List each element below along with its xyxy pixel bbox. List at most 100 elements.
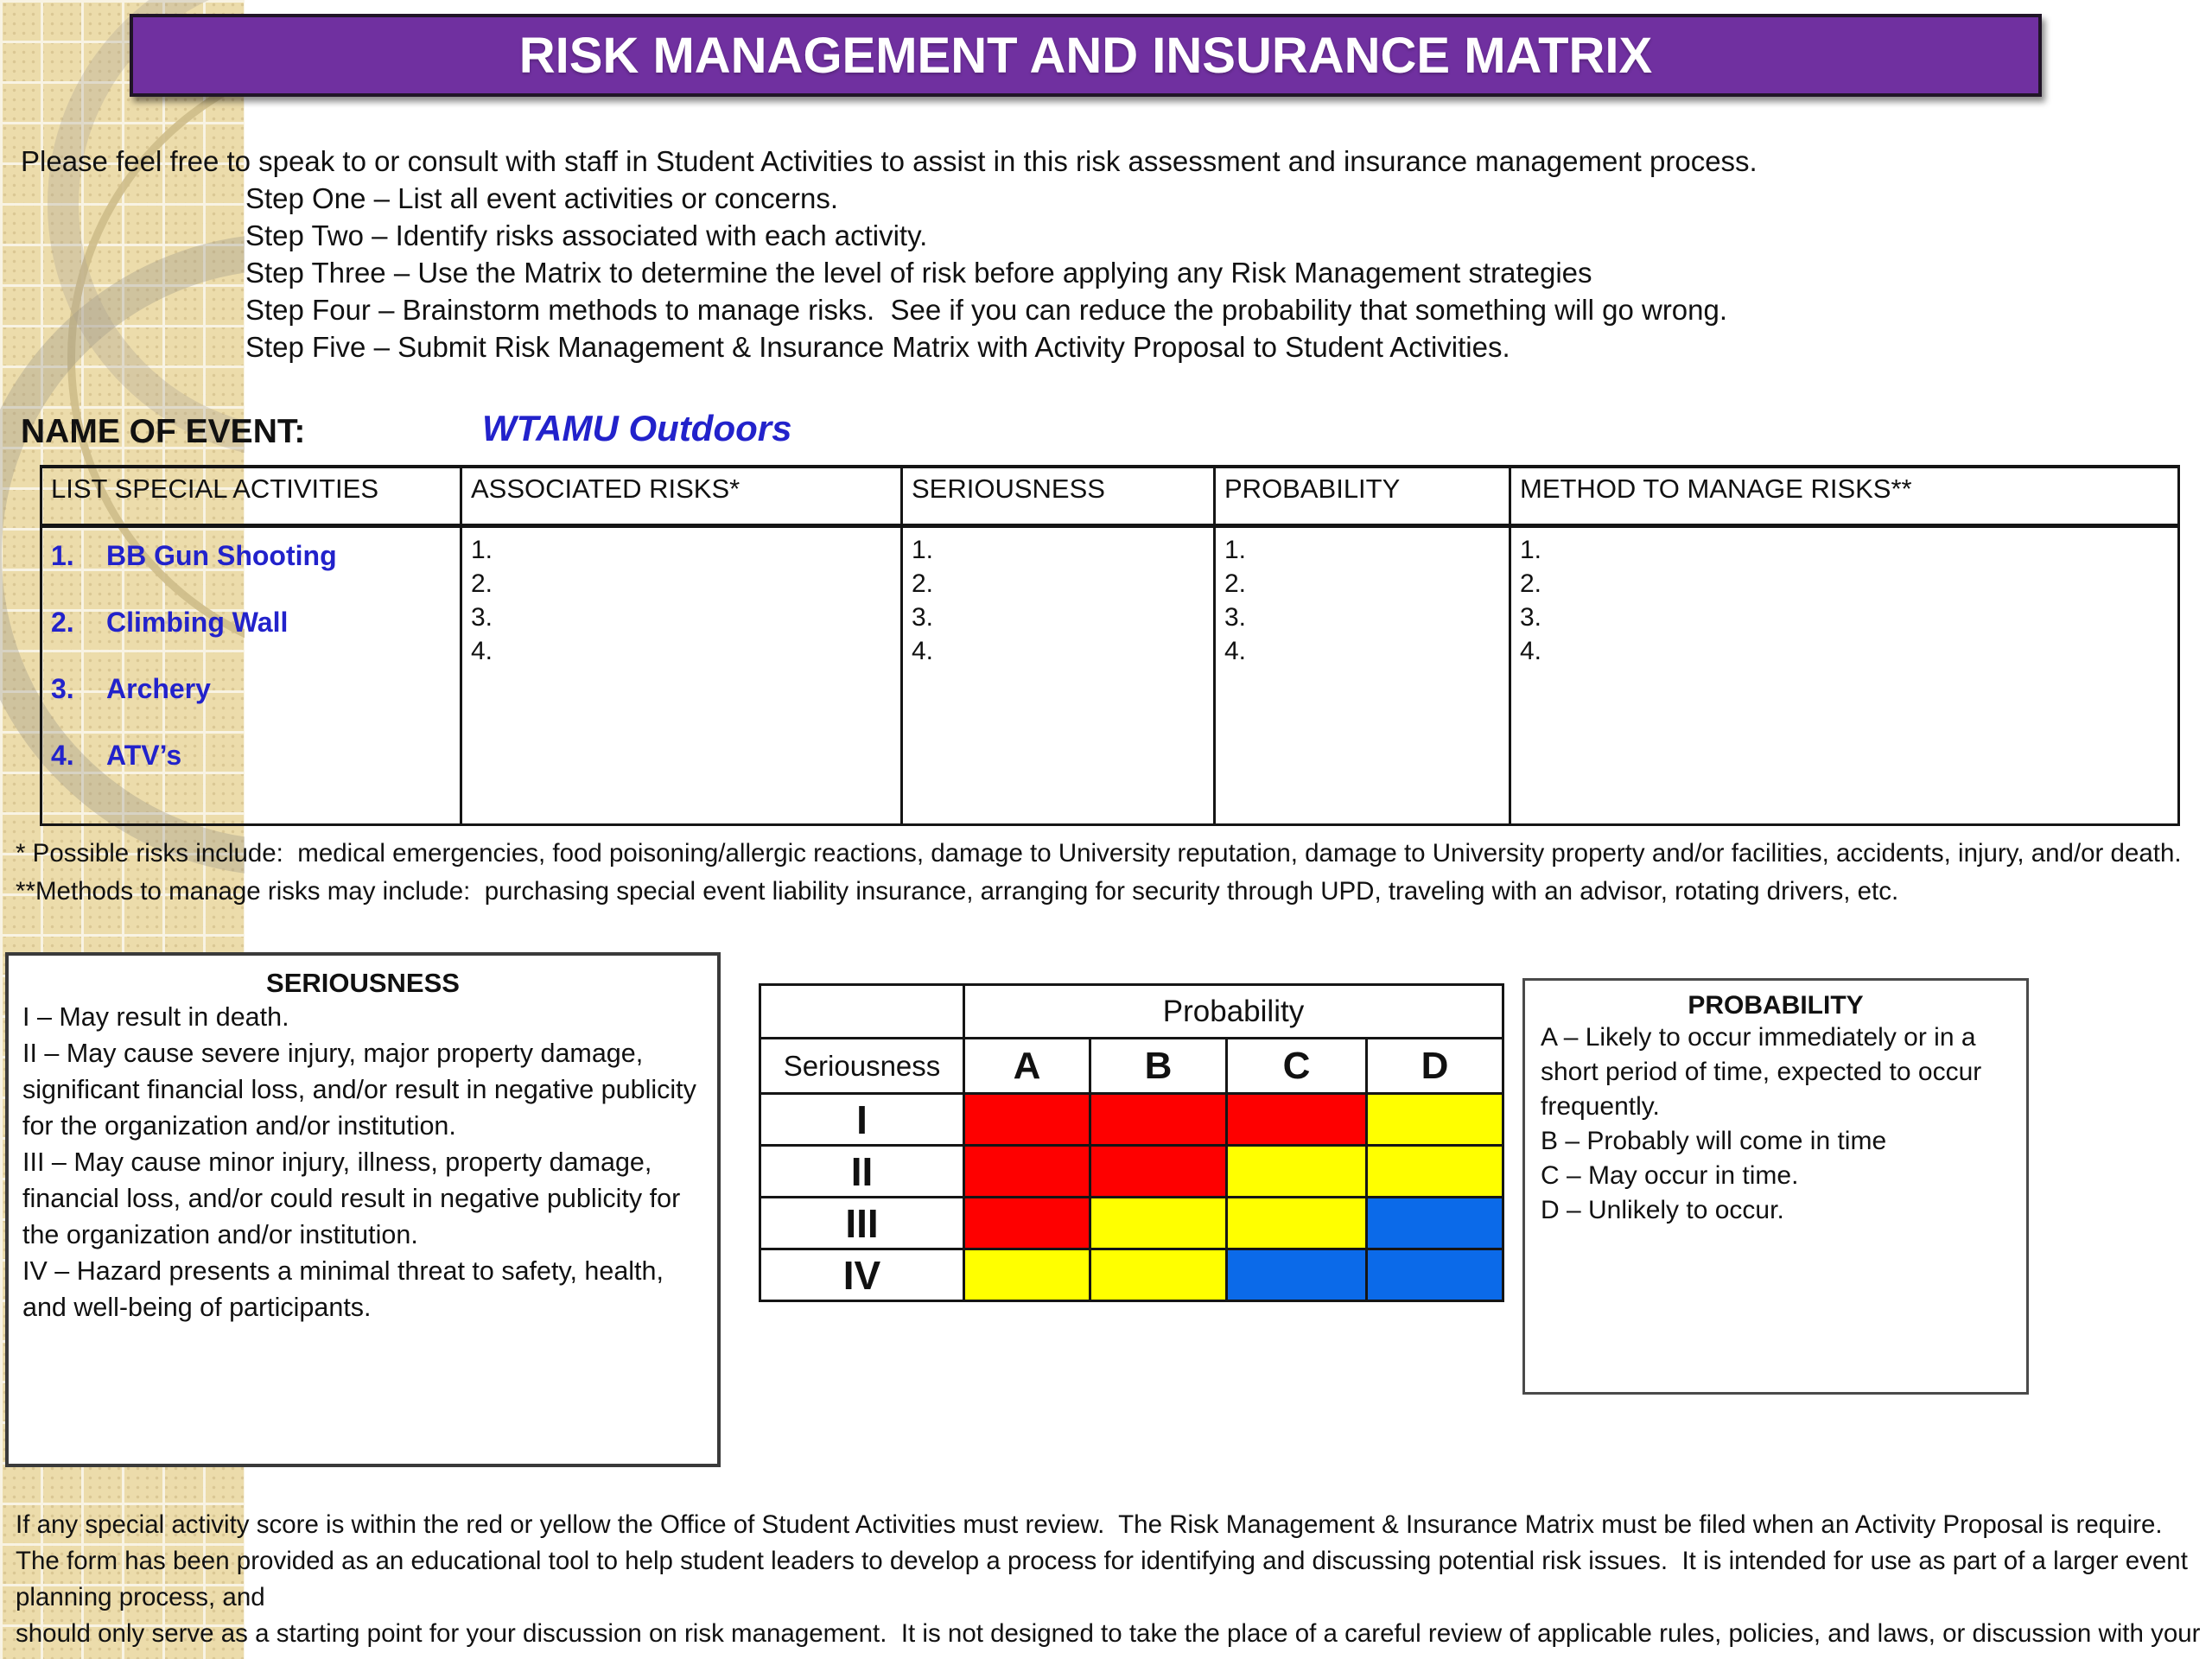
seriousness-item-1: I – May result in death. <box>22 1002 289 1032</box>
numbered-blank: 2. <box>1520 569 1542 598</box>
risk-matrix-table: Probability Seriousness A B C D I II III <box>759 983 1504 1302</box>
matrix-cell <box>1089 1092 1228 1147</box>
footnote-possible-risks: * Possible risks include: medical emerge… <box>16 839 2182 868</box>
matrix-cell <box>1365 1092 1504 1147</box>
matrix-cell <box>963 1196 1091 1250</box>
probability-item-a: A – Likely to occur immediately or in a … <box>1541 1023 1989 1121</box>
col-header-methods: METHOD TO MANAGE RISKS** <box>1509 465 2180 528</box>
activity-risk-table: LIST SPECIAL ACTIVITIES ASSOCIATED RISKS… <box>40 465 2180 826</box>
numbered-blank: 2. <box>1224 569 1247 598</box>
matrix-cell <box>963 1248 1091 1302</box>
probability-cell: 1. 2. 3. 4. <box>1213 524 1511 826</box>
numbered-blank: 4. <box>912 637 934 665</box>
seriousness-cell: 1. 2. 3. 4. <box>900 524 1216 826</box>
activity-label: Climbing Wall <box>106 607 289 638</box>
matrix-col-b: B <box>1089 1037 1228 1095</box>
matrix-seriousness-label: Seriousness <box>759 1037 965 1095</box>
activity-item: 2. Climbing Wall <box>51 605 451 639</box>
activity-table-body-row: 1. BB Gun Shooting 2. Climbing Wall 3. A… <box>40 524 2180 826</box>
matrix-cell <box>963 1092 1091 1147</box>
numbered-blank: 2. <box>912 569 934 598</box>
probability-legend-title: PROBABILITY <box>1688 991 1864 1020</box>
matrix-col-c: C <box>1225 1037 1368 1095</box>
intro-lead-text: Please feel free to speak to or consult … <box>21 145 1758 177</box>
matrix-col-d: D <box>1365 1037 1504 1095</box>
numbered-blank: 3. <box>471 603 493 632</box>
numbered-blank: 1. <box>1224 536 1247 564</box>
step-two: Step Two – Identify risks associated wit… <box>245 219 928 251</box>
footnote-methods: **Methods to manage risks may include: p… <box>16 877 1899 906</box>
probability-item-b: B – Probably will come in time <box>1541 1127 1887 1155</box>
disclaimer-line-3: should only serve as a starting point fo… <box>16 1619 2201 1659</box>
numbered-blank: 3. <box>1520 603 1542 632</box>
col-header-probability: PROBABILITY <box>1213 465 1511 528</box>
seriousness-legend-title: SERIOUSNESS <box>266 968 460 998</box>
numbered-blank: 1. <box>912 536 934 564</box>
activities-cell: 1. BB Gun Shooting 2. Climbing Wall 3. A… <box>40 524 462 826</box>
matrix-row-label-iii: III <box>759 1196 965 1250</box>
bottom-disclaimer: If any special activity score is within … <box>16 1507 2205 1659</box>
seriousness-item-3: III – May cause minor injury, illness, p… <box>22 1147 688 1249</box>
footnotes: * Possible risks include: medical emerge… <box>16 835 2202 911</box>
seriousness-legend-box: SERIOUSNESS I – May result in death. II … <box>5 952 721 1467</box>
activity-label: ATV’s <box>106 740 182 771</box>
probability-legend-box: PROBABILITY A – Likely to occur immediat… <box>1522 978 2029 1395</box>
step-one: Step One – List all event activities or … <box>245 182 839 214</box>
step-five: Step Five – Submit Risk Management & Ins… <box>245 331 1510 363</box>
matrix-cell <box>1089 1248 1228 1302</box>
page-title: RISK MANAGEMENT AND INSURANCE MATRIX <box>518 27 1653 84</box>
matrix-probability-header-row: Probability <box>759 983 1504 1039</box>
numbered-blank: 3. <box>912 603 934 632</box>
matrix-cell <box>1225 1144 1368 1198</box>
numbered-blank: 4. <box>1520 637 1542 665</box>
activity-item: 1. BB Gun Shooting <box>51 538 451 573</box>
activity-table-header-row: LIST SPECIAL ACTIVITIES ASSOCIATED RISKS… <box>40 465 2180 528</box>
matrix-cell <box>1365 1196 1504 1250</box>
activity-number: 3. <box>51 673 74 704</box>
risks-cell: 1. 2. 3. 4. <box>460 524 903 826</box>
matrix-cell <box>1365 1144 1504 1198</box>
matrix-cell <box>1225 1092 1368 1147</box>
matrix-corner-cell <box>759 983 965 1039</box>
disclaimer-line-2: The form has been provided as an educati… <box>16 1547 2196 1611</box>
step-three: Step Three – Use the Matrix to determine… <box>245 257 1592 289</box>
matrix-col-a: A <box>963 1037 1091 1095</box>
methods-cell: 1. 2. 3. 4. <box>1509 524 2180 826</box>
matrix-row-iii: III <box>759 1196 1504 1250</box>
numbered-blank: 1. <box>1520 536 1542 564</box>
matrix-column-header-row: Seriousness A B C D <box>759 1037 1504 1095</box>
numbered-blank: 1. <box>471 536 493 564</box>
numbered-blank: 2. <box>471 569 493 598</box>
steps-list: Step One – List all event activities or … <box>245 180 2181 365</box>
beige-grid-side-strip <box>0 0 245 1659</box>
step-four: Step Four – Brainstorm methods to manage… <box>245 294 1728 326</box>
col-header-seriousness: SERIOUSNESS <box>900 465 1216 528</box>
activity-item: 4. ATV’s <box>51 738 451 772</box>
matrix-row-label-ii: II <box>759 1144 965 1198</box>
probability-item-d: D – Unlikely to occur. <box>1541 1196 1784 1224</box>
matrix-row-label-iv: IV <box>759 1248 965 1302</box>
col-header-risks: ASSOCIATED RISKS* <box>460 465 903 528</box>
matrix-cell <box>1225 1248 1368 1302</box>
title-banner: RISK MANAGEMENT AND INSURANCE MATRIX <box>130 14 2042 97</box>
event-name-label: NAME OF EVENT: <box>21 413 306 450</box>
numbered-blank: 4. <box>1224 637 1247 665</box>
col-header-activities: LIST SPECIAL ACTIVITIES <box>40 465 462 528</box>
matrix-row-label-i: I <box>759 1092 965 1147</box>
activity-item: 3. Archery <box>51 671 451 706</box>
numbered-blank: 4. <box>471 637 493 665</box>
matrix-cell <box>1225 1196 1368 1250</box>
seriousness-item-4: IV – Hazard presents a minimal threat to… <box>22 1256 671 1322</box>
seriousness-item-2: II – May cause severe injury, major prop… <box>22 1039 704 1141</box>
activity-label: BB Gun Shooting <box>106 540 337 571</box>
matrix-probability-header: Probability <box>963 983 1504 1039</box>
matrix-cell <box>1365 1248 1504 1302</box>
matrix-cell <box>963 1144 1091 1198</box>
matrix-row-iv: IV <box>759 1248 1504 1302</box>
activity-number: 2. <box>51 607 74 638</box>
activity-label: Archery <box>106 673 211 704</box>
disclaimer-line-1: If any special activity score is within … <box>16 1510 2163 1539</box>
matrix-row-i: I <box>759 1092 1504 1147</box>
matrix-row-ii: II <box>759 1144 1504 1198</box>
